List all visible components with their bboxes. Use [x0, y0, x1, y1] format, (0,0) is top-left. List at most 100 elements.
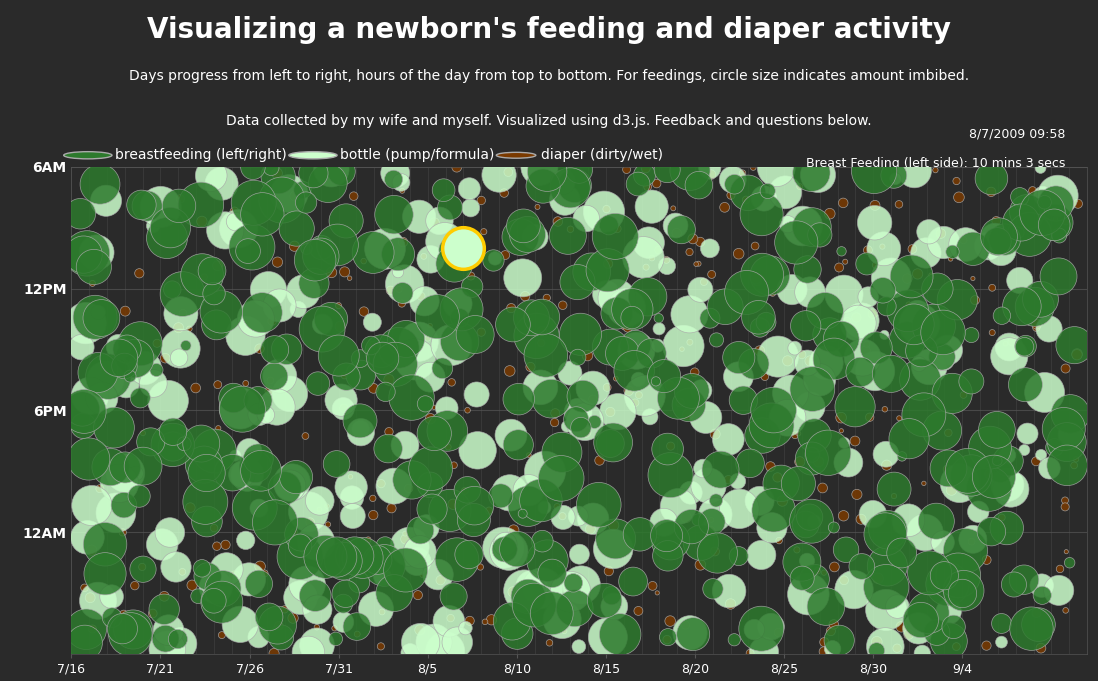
- Point: [774, 496, 792, 507]
- Point: [384, 174, 402, 185]
- Point: [1004, 336, 1021, 347]
- Point: [104, 360, 122, 371]
- Point: [445, 498, 462, 509]
- Point: [208, 582, 225, 592]
- Point: [365, 493, 382, 504]
- Point: [284, 613, 302, 624]
- Point: [928, 516, 945, 526]
- Point: [115, 360, 133, 371]
- Point: [108, 507, 125, 518]
- Point: [441, 613, 459, 624]
- Point: [531, 382, 549, 393]
- Point: [662, 470, 680, 481]
- Point: [266, 344, 283, 355]
- Point: [695, 276, 713, 287]
- Point: [152, 202, 169, 212]
- Point: [879, 524, 897, 535]
- Point: [416, 296, 434, 306]
- Point: [460, 183, 478, 194]
- Point: [909, 268, 927, 279]
- Point: [1057, 546, 1075, 557]
- Point: [396, 565, 414, 575]
- Point: [441, 505, 459, 516]
- Point: [432, 575, 449, 586]
- Point: [131, 268, 148, 279]
- Point: [832, 334, 850, 345]
- Point: [624, 312, 641, 323]
- Point: [1028, 456, 1045, 466]
- Point: [460, 562, 478, 573]
- Point: [97, 568, 114, 579]
- Point: [81, 321, 99, 332]
- Point: [772, 478, 789, 489]
- Point: [390, 343, 407, 353]
- Point: [348, 629, 366, 639]
- Point: [519, 591, 537, 602]
- Point: [778, 355, 796, 366]
- Point: [343, 481, 360, 492]
- Point: [213, 306, 231, 317]
- Point: [514, 508, 531, 519]
- Point: [934, 537, 952, 548]
- Point: [954, 235, 972, 246]
- Point: [393, 298, 411, 309]
- Point: [1018, 206, 1035, 217]
- Point: [195, 272, 213, 283]
- Point: [383, 503, 401, 513]
- Point: [369, 554, 386, 565]
- Point: [246, 503, 264, 513]
- Point: [834, 510, 852, 521]
- Point: [1000, 342, 1018, 353]
- Point: [451, 313, 469, 323]
- Point: [518, 229, 536, 240]
- Point: [1011, 191, 1029, 202]
- Point: [335, 556, 352, 567]
- Point: [830, 635, 848, 646]
- Point: [528, 330, 546, 341]
- Point: [508, 543, 526, 554]
- Point: [440, 616, 458, 627]
- Point: [876, 404, 894, 415]
- Point: [798, 556, 816, 567]
- Point: [885, 484, 903, 494]
- Point: [486, 253, 504, 264]
- Point: [403, 475, 421, 486]
- Point: [1057, 217, 1075, 227]
- Point: [942, 253, 960, 264]
- Point: [1050, 585, 1067, 596]
- Point: [237, 330, 255, 341]
- Point: [739, 187, 757, 198]
- Point: [320, 178, 337, 189]
- Point: [1061, 557, 1078, 568]
- Point: [355, 255, 372, 266]
- Point: [959, 465, 976, 476]
- Point: [769, 472, 786, 483]
- Point: [635, 252, 652, 263]
- Point: [811, 229, 829, 240]
- Point: [97, 539, 114, 550]
- Point: [1016, 574, 1033, 585]
- Point: [900, 433, 918, 444]
- Point: [927, 580, 944, 590]
- Point: [341, 471, 359, 482]
- Point: [249, 454, 267, 464]
- Point: [571, 549, 589, 560]
- Point: [681, 627, 698, 638]
- Point: [363, 317, 381, 328]
- Point: [697, 412, 715, 423]
- Point: [987, 215, 1005, 226]
- Point: [677, 512, 695, 523]
- Point: [534, 536, 551, 547]
- Point: [438, 402, 456, 413]
- Point: [1035, 387, 1053, 398]
- Point: [1032, 163, 1050, 174]
- Point: [79, 532, 97, 543]
- Point: [982, 469, 999, 479]
- Point: [168, 631, 186, 642]
- Point: [170, 322, 188, 333]
- Point: [786, 343, 804, 353]
- Point: [138, 200, 156, 211]
- Point: [1013, 301, 1031, 312]
- Point: [877, 582, 895, 592]
- Point: [794, 573, 811, 584]
